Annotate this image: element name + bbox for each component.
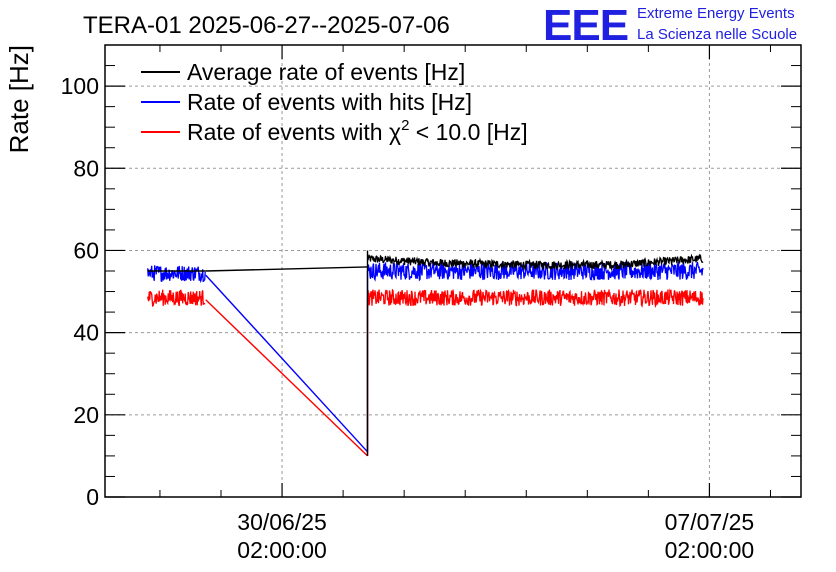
- legend-label-0: Average rate of events [Hz]: [187, 59, 465, 85]
- y-tick-label: 40: [73, 320, 99, 346]
- legend: Average rate of events [Hz] Rate of event…: [141, 59, 528, 145]
- axes: 02040608010030/06/2502:00:0007/07/2502:0…: [61, 44, 801, 563]
- legend-label-main: Rate of events with χ: [187, 119, 401, 145]
- x-tick-label-date: 30/06/25: [237, 509, 327, 535]
- grid-lines: [105, 45, 801, 497]
- legend-label-main: Rate of events with hits [Hz]: [187, 89, 472, 115]
- eee-logo-line2: La Scienza nelle Scuole: [637, 26, 797, 43]
- series-2-segment-1: [205, 299, 368, 457]
- y-tick-label: 80: [73, 155, 99, 181]
- x-tick-label-time: 02:00:00: [237, 537, 327, 563]
- eee-logo: EEE Extreme Energy Events La Scienza nel…: [543, 1, 797, 50]
- y-tick-label: 20: [73, 402, 99, 428]
- x-tick-label-time: 02:00:00: [665, 537, 755, 563]
- series-1-segment-0: [147, 265, 206, 284]
- series-0-segment-1: [205, 266, 368, 272]
- eee-logo-line1: Extreme Energy Events: [637, 5, 795, 22]
- x-tick-label-date: 07/07/25: [665, 509, 755, 535]
- series-0-segment-3: [366, 253, 704, 272]
- legend-label-2: Rate of events with χ2 < 10.0 [Hz]: [187, 117, 528, 145]
- legend-label-sup: 2: [401, 117, 409, 134]
- series-0: [147, 250, 704, 456]
- series-2-segment-3: [366, 288, 704, 308]
- series-layer: [147, 250, 704, 457]
- chart-title: TERA-01 2025-06-27--2025-07-06: [83, 12, 450, 39]
- legend-label-main: Average rate of events [Hz]: [187, 59, 465, 85]
- legend-label-rest: < 10.0 [Hz]: [409, 119, 527, 145]
- series-1-segment-1: [205, 274, 369, 453]
- eee-logo-text: EEE: [543, 1, 628, 50]
- series-2: [147, 288, 704, 457]
- y-tick-label: 60: [73, 237, 99, 263]
- legend-label-1: Rate of events with hits [Hz]: [187, 89, 472, 115]
- y-tick-label: 0: [86, 484, 99, 510]
- y-tick-label: 100: [61, 73, 99, 99]
- series-2-segment-0: [147, 289, 206, 307]
- y-axis-title: Rate [Hz]: [4, 45, 34, 153]
